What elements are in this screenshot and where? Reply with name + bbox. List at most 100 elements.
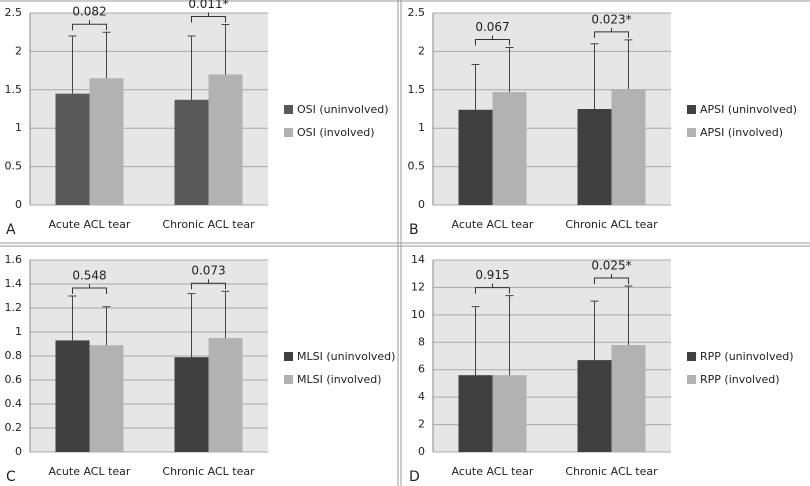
legend-swatch bbox=[284, 375, 293, 384]
panel-label: D bbox=[409, 469, 420, 485]
y-tick-label: 0 bbox=[418, 445, 425, 458]
bracket bbox=[475, 283, 510, 294]
y-tick-label: 2 bbox=[418, 44, 425, 57]
p-value: 0.023* bbox=[591, 12, 631, 26]
error-bar bbox=[590, 300, 599, 361]
error-bar bbox=[624, 285, 633, 346]
p-value: 0.011* bbox=[188, 0, 228, 11]
bracket bbox=[475, 35, 510, 46]
p-value: 0.915 bbox=[475, 268, 509, 282]
legend-label: MLSI (involved) bbox=[297, 373, 382, 386]
error-bar bbox=[624, 39, 633, 90]
y-tick-label: 1 bbox=[15, 325, 22, 338]
y-tick-label: 1.4 bbox=[5, 277, 23, 290]
y-tick-label: 0.6 bbox=[5, 373, 23, 386]
error-bar bbox=[505, 295, 514, 376]
bar bbox=[492, 375, 527, 452]
legend-swatch bbox=[284, 352, 293, 361]
bracket bbox=[594, 27, 629, 38]
bracket bbox=[191, 12, 226, 23]
y-tick-label: 2.5 bbox=[408, 6, 426, 19]
bar bbox=[611, 89, 646, 205]
legend-label: APSI (uninvolved) bbox=[700, 103, 797, 116]
error-bar bbox=[68, 295, 77, 341]
panel-label: B bbox=[409, 222, 419, 238]
y-tick-label: 0 bbox=[15, 198, 22, 211]
y-tick-label: 1.6 bbox=[5, 253, 23, 266]
bar bbox=[458, 109, 493, 205]
bar bbox=[89, 345, 124, 452]
x-tick-label: Chronic ACL tear bbox=[162, 465, 255, 478]
y-tick-label: 1 bbox=[15, 121, 22, 134]
bar bbox=[611, 345, 646, 452]
error-bar bbox=[68, 35, 77, 94]
legend-swatch bbox=[687, 128, 696, 137]
y-tick-label: 14 bbox=[411, 253, 425, 266]
p-value: 0.025* bbox=[591, 259, 631, 273]
legend-swatch bbox=[687, 375, 696, 384]
p-value: 0.073 bbox=[191, 264, 225, 278]
legend-swatch bbox=[284, 105, 293, 114]
y-tick-label: 1.2 bbox=[5, 301, 23, 314]
bracket bbox=[191, 279, 226, 290]
legend-swatch bbox=[687, 352, 696, 361]
p-value: 0.082 bbox=[72, 5, 106, 19]
panel-label: C bbox=[6, 469, 16, 485]
bar bbox=[208, 74, 243, 205]
y-tick-label: 6 bbox=[418, 363, 425, 376]
y-tick-label: 8 bbox=[418, 335, 425, 348]
p-value: 0.548 bbox=[72, 269, 106, 283]
y-tick-label: 0.2 bbox=[5, 421, 23, 434]
bracket bbox=[72, 284, 107, 294]
legend-swatch bbox=[284, 128, 293, 137]
bar bbox=[577, 109, 612, 205]
legend-swatch bbox=[687, 105, 696, 114]
y-tick-label: 1 bbox=[418, 121, 425, 134]
bracket bbox=[72, 20, 107, 31]
y-tick-label: 12 bbox=[411, 280, 425, 293]
error-bar bbox=[102, 31, 111, 79]
bar bbox=[492, 92, 527, 205]
error-bar bbox=[221, 290, 230, 338]
y-tick-label: 2 bbox=[418, 418, 425, 431]
error-bar bbox=[221, 24, 230, 75]
legend-label: OSI (uninvolved) bbox=[297, 103, 389, 116]
bar bbox=[89, 78, 124, 205]
x-tick-label: Chronic ACL tear bbox=[565, 465, 658, 478]
y-tick-label: 0.4 bbox=[5, 397, 23, 410]
bar bbox=[577, 360, 612, 452]
panel-label: A bbox=[6, 222, 16, 238]
y-tick-label: 2.5 bbox=[5, 6, 23, 19]
x-tick-label: Acute ACL tear bbox=[49, 218, 131, 231]
error-bar bbox=[505, 47, 514, 93]
y-tick-label: 10 bbox=[411, 308, 425, 321]
bracket bbox=[594, 274, 629, 285]
y-tick-label: 0 bbox=[418, 198, 425, 211]
x-tick-label: Acute ACL tear bbox=[49, 465, 131, 478]
legend-label: RPP (uninvolved) bbox=[700, 350, 794, 363]
error-bar bbox=[471, 63, 480, 110]
legend-label: RPP (involved) bbox=[700, 373, 780, 386]
y-tick-label: 2 bbox=[15, 44, 22, 57]
x-tick-label: Chronic ACL tear bbox=[565, 218, 658, 231]
y-tick-label: 0.5 bbox=[5, 160, 23, 173]
error-bar bbox=[102, 306, 111, 346]
x-tick-label: Chronic ACL tear bbox=[162, 218, 255, 231]
y-tick-label: 0 bbox=[15, 445, 22, 458]
error-bar bbox=[187, 35, 196, 100]
x-tick-label: Acute ACL tear bbox=[452, 465, 534, 478]
error-bar bbox=[590, 43, 599, 109]
y-tick-label: 0.5 bbox=[408, 160, 426, 173]
y-tick-label: 1.5 bbox=[5, 83, 23, 96]
y-tick-label: 4 bbox=[418, 390, 425, 403]
legend-label: APSI (involved) bbox=[700, 126, 783, 139]
bar bbox=[55, 93, 90, 205]
error-bar bbox=[471, 306, 480, 376]
bar bbox=[208, 338, 243, 452]
y-tick-label: 1.5 bbox=[408, 83, 426, 96]
legend-label: MLSI (uninvolved) bbox=[297, 350, 395, 363]
x-tick-label: Acute ACL tear bbox=[452, 218, 534, 231]
legend-label: OSI (involved) bbox=[297, 126, 375, 139]
